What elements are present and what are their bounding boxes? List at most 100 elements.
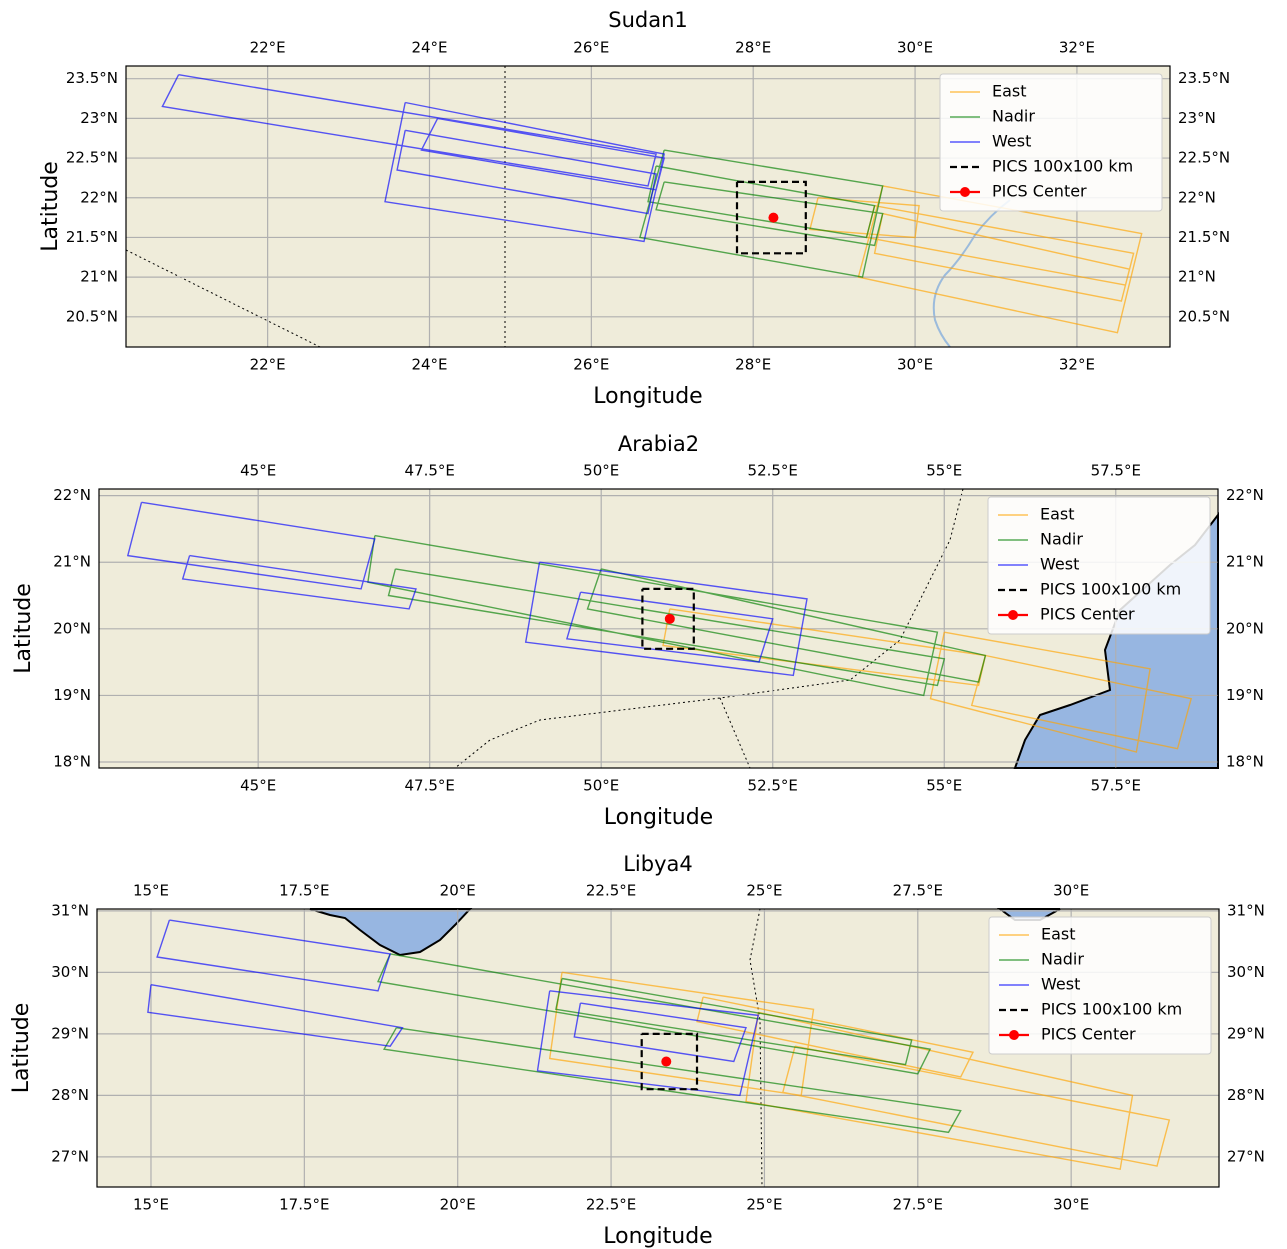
x-tick-label: 50°E [583, 462, 619, 480]
y-tick-label: 20.5°N [66, 307, 118, 325]
y-tick-label: 23.5°N [1178, 69, 1230, 87]
legend-label: East [1041, 925, 1076, 944]
x-axis-label: Longitude [604, 805, 713, 830]
footprint [161, 74, 666, 243]
y-tick-label: 21°N [53, 553, 91, 571]
x-axis-label: Longitude [593, 384, 702, 409]
x-axis-label: Longitude [603, 1224, 712, 1249]
footprint [809, 185, 1143, 334]
chart-title: Arabia2 [618, 432, 699, 456]
legend-label: PICS Center [1040, 605, 1135, 624]
x-tick-label: 50°E [583, 777, 619, 795]
data-layer [126, 501, 1193, 753]
center-point [661, 1056, 672, 1067]
y-tick-label: 22°N [53, 486, 91, 504]
y-tick-label: 22°N [1226, 486, 1264, 504]
pics-box [735, 180, 807, 255]
x-tick-label: 32°E [1059, 39, 1095, 57]
x-tick-label: 25°E [746, 882, 782, 900]
x-tick-label: 28°E [735, 39, 771, 57]
x-tick-label: 27.5°E [893, 1196, 943, 1214]
plot-frame [98, 488, 1219, 769]
x-tick-label: 55°E [926, 777, 962, 795]
y-tick-label: 28°N [1227, 1086, 1265, 1104]
legend-marker [960, 187, 970, 197]
x-tick-label: 45°E [240, 462, 276, 480]
legend-label: West [992, 132, 1031, 151]
border [749, 908, 763, 1188]
y-tick-label: 21°N [80, 268, 118, 286]
legend-label: Nadir [1041, 950, 1084, 969]
y-tick-label: 30°N [51, 963, 89, 981]
x-tick-label: 22°E [250, 356, 286, 374]
footprint [376, 953, 962, 1134]
legend-label: PICS Center [1041, 1025, 1136, 1044]
y-tick-label: 29°N [51, 1024, 89, 1042]
footprint [548, 971, 1171, 1171]
legend-label: PICS 100x100 km [1041, 1000, 1182, 1019]
plot-frame [96, 908, 1220, 1188]
y-tick-label: 31°N [1227, 901, 1265, 919]
footprint [367, 534, 987, 697]
y-tick-label: 28°N [51, 1086, 89, 1104]
river [932, 199, 1011, 348]
x-tick-label: 32°E [1059, 356, 1095, 374]
x-tick-label: 52.5°E [748, 462, 798, 480]
legend-label: East [1040, 505, 1075, 524]
legend-box [939, 73, 1163, 212]
y-tick-label: 18°N [1226, 753, 1264, 771]
y-axis-label: Latitude [9, 1003, 34, 1094]
y-axis-label: Latitude [38, 161, 63, 252]
chart-title: Sudan1 [608, 8, 688, 32]
x-tick-label: 22.5°E [586, 1196, 636, 1214]
plot-frame [125, 65, 1171, 348]
y-tick-label: 21°N [1178, 268, 1216, 286]
x-tick-label: 20°E [440, 882, 476, 900]
y-tick-label: 21°N [1226, 553, 1264, 571]
x-tick-label: 30°E [1053, 1196, 1089, 1214]
legend-label: Nadir [992, 107, 1035, 126]
y-tick-label: 22.5°N [1178, 149, 1230, 167]
legend-marker [1008, 610, 1018, 620]
y-tick-label: 27°N [1227, 1147, 1265, 1165]
chart-title: Libya4 [623, 852, 693, 876]
y-tick-label: 19°N [1226, 686, 1264, 704]
y-tick-label: 29°N [1227, 1024, 1265, 1042]
legend-label: West [1040, 555, 1079, 574]
footprint [662, 608, 1193, 753]
y-tick-label: 31°N [51, 901, 89, 919]
y-tick-label: 22°N [80, 188, 118, 206]
border [125, 249, 321, 348]
x-tick-label: 15°E [133, 882, 169, 900]
x-tick-label: 57.5°E [1091, 777, 1141, 795]
y-tick-label: 21.5°N [66, 228, 118, 246]
y-tick-label: 19°N [53, 686, 91, 704]
legend-box [987, 496, 1211, 635]
y-tick-label: 21.5°N [1178, 228, 1230, 246]
x-tick-label: 57.5°E [1091, 462, 1141, 480]
pics-box [641, 587, 695, 650]
y-tick-label: 18°N [53, 753, 91, 771]
legend-label: PICS 100x100 km [992, 157, 1133, 176]
x-tick-label: 26°E [573, 356, 609, 374]
x-tick-label: 17.5°E [279, 882, 329, 900]
y-tick-label: 20.5°N [1178, 307, 1230, 325]
y-axis-label: Latitude [11, 583, 36, 674]
x-tick-label: 20°E [440, 1196, 476, 1214]
x-tick-label: 28°E [735, 356, 771, 374]
x-tick-label: 30°E [897, 39, 933, 57]
x-tick-label: 15°E [133, 1196, 169, 1214]
x-tick-label: 17.5°E [279, 1196, 329, 1214]
x-tick-label: 52.5°E [748, 777, 798, 795]
footprint [126, 501, 808, 677]
x-tick-label: 22°E [250, 39, 286, 57]
legend-label: PICS 100x100 km [1040, 580, 1181, 599]
legend-marker [1009, 1030, 1019, 1040]
data-layer [147, 919, 1171, 1171]
pics-box [640, 1032, 699, 1091]
y-tick-label: 23.5°N [66, 69, 118, 87]
y-tick-label: 27°N [51, 1147, 89, 1165]
x-tick-label: 30°E [897, 356, 933, 374]
x-tick-label: 26°E [573, 39, 609, 57]
